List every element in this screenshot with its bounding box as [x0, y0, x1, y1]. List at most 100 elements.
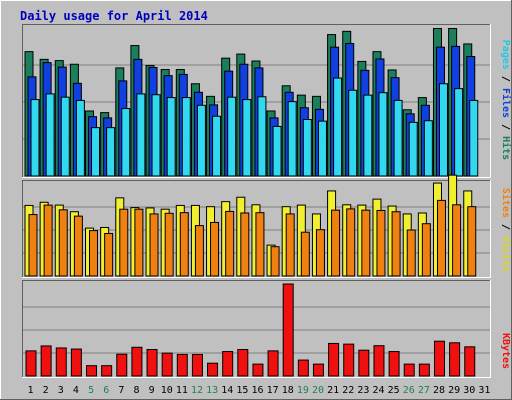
svg-text:KBytes: KBytes — [500, 333, 511, 369]
bar-sites — [164, 212, 174, 277]
bar-pages — [75, 99, 85, 177]
bar-pages — [166, 97, 176, 177]
day-label: 22 — [342, 385, 354, 396]
day-label: 2 — [43, 385, 49, 396]
bar-sites — [149, 213, 159, 277]
day-label: 7 — [118, 385, 124, 396]
legend-pages: Pages — [500, 40, 511, 70]
legend-panel1: Pages / Files / Hits — [500, 40, 512, 160]
day-label: 31 — [478, 385, 490, 396]
bar-kbytes — [464, 346, 476, 377]
day-label: 1 — [28, 385, 34, 396]
bar-kbytes — [388, 351, 400, 377]
bar-kbytes — [116, 353, 128, 377]
bar-kbytes — [328, 342, 340, 377]
bar-kbytes — [25, 350, 37, 377]
chart-title: Daily usage for April 2014 — [20, 9, 208, 23]
bar-sites — [28, 214, 38, 277]
bar-sites — [43, 204, 53, 277]
bar-pages — [454, 88, 464, 177]
day-label: 9 — [149, 385, 155, 396]
bar-sites — [331, 209, 341, 277]
legend-files: Files — [500, 88, 512, 118]
bar-sites — [285, 213, 295, 277]
bar-kbytes — [237, 349, 249, 377]
bar-kbytes — [161, 352, 173, 377]
day-label: 8 — [133, 385, 139, 396]
panel-background — [22, 280, 491, 378]
bar-sites — [134, 208, 144, 277]
legend-sep: / — [500, 218, 511, 236]
legend-visits: Visits — [500, 236, 512, 272]
bar-kbytes — [191, 353, 203, 377]
bar-sites — [346, 208, 356, 277]
bar-pages — [181, 97, 191, 177]
bar-pages — [136, 93, 146, 177]
bar-kbytes — [101, 365, 113, 377]
bar-pages — [106, 127, 116, 177]
bar-kbytes — [207, 362, 219, 377]
legend-hits: Hits — [500, 136, 512, 160]
legend-kbytes: KBytes — [500, 333, 511, 369]
bar-pages — [302, 119, 312, 177]
bar-kbytes — [403, 363, 415, 377]
day-label: 28 — [433, 385, 445, 396]
bar-sites — [452, 204, 462, 277]
bar-kbytes — [358, 349, 370, 377]
day-label: 11 — [176, 385, 188, 396]
bar-kbytes — [418, 363, 430, 377]
bar-pages — [196, 104, 206, 177]
bar-sites — [255, 212, 265, 277]
bar-kbytes — [55, 347, 67, 377]
legend-panel2: Sites / Visits — [500, 188, 512, 272]
bar-sites — [436, 199, 446, 277]
bar-kbytes — [40, 345, 52, 377]
bar-pages — [423, 120, 433, 177]
bar-pages — [378, 92, 388, 177]
bar-kbytes — [86, 365, 98, 377]
bar-kbytes — [373, 345, 385, 377]
day-label: 10 — [161, 385, 173, 396]
bar-pages — [45, 93, 55, 177]
bar-sites — [376, 209, 386, 277]
bar-pages — [91, 127, 101, 177]
svg-text:Pages / Files / Hits: Pages / Files / Hits — [500, 40, 512, 160]
day-label: 5 — [88, 385, 94, 396]
bar-sites — [210, 221, 220, 277]
bar-sites — [240, 212, 250, 277]
bar-pages — [257, 96, 267, 177]
plot-layer: 1 2 3 4 5 6 7 8 9 10 11 12 13 14 15 16 17 18 19 20 21 22 23 24 2… — [22, 24, 491, 396]
bar-pages — [438, 83, 448, 177]
day-label: 4 — [73, 385, 79, 396]
bar-sites — [361, 209, 371, 277]
bar-sites — [89, 230, 99, 277]
bar-pages — [393, 99, 403, 177]
bar-pages — [408, 121, 418, 177]
day-label: 19 — [297, 385, 309, 396]
legend-sep: / — [500, 118, 511, 136]
bar-sites — [58, 209, 68, 277]
bar-kbytes — [282, 283, 294, 377]
bar-pages — [333, 77, 343, 177]
bar-kbytes — [312, 363, 324, 377]
bar-kbytes — [449, 342, 461, 377]
bar-sites — [104, 232, 114, 277]
day-label: 3 — [58, 385, 64, 396]
bar-pages — [469, 99, 479, 177]
bar-sites — [315, 229, 325, 277]
bar-sites — [270, 246, 280, 277]
day-label: 20 — [312, 385, 324, 396]
bar-sites — [194, 225, 204, 277]
bar-pages — [317, 120, 327, 177]
day-label: 23 — [357, 385, 369, 396]
bar-pages — [227, 96, 237, 177]
bar-pages — [242, 99, 252, 177]
bar-sites — [300, 231, 310, 277]
bar-kbytes — [252, 363, 264, 377]
day-label: 14 — [221, 385, 233, 396]
bar-kbytes — [176, 353, 188, 377]
day-label: 27 — [418, 385, 430, 396]
bar-pages — [363, 94, 373, 177]
day-label: 6 — [103, 385, 109, 396]
